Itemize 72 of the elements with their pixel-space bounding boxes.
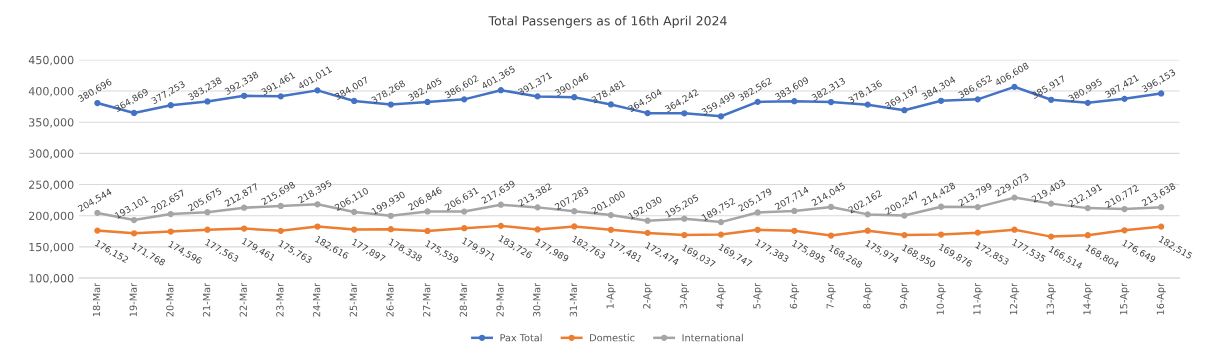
point <box>351 226 358 233</box>
x-tick-label: 6-Apr <box>789 282 800 309</box>
point <box>277 227 284 234</box>
x-tick-label: 27-Mar <box>422 282 431 317</box>
x-tick-label: 9-Apr <box>899 282 910 309</box>
x-tick-label: 11-Apr <box>973 282 983 315</box>
x-tick-label: 2-Apr <box>643 282 653 309</box>
y-tick-label: 200,000 <box>29 211 74 222</box>
legend-label: International <box>682 333 743 342</box>
point <box>974 229 981 236</box>
x-tick-label: 25-Mar <box>349 282 357 317</box>
point <box>240 225 248 232</box>
x-tick-label: 12-Apr <box>1009 282 1020 315</box>
point <box>1011 226 1018 233</box>
y-tick-label: 300,000 <box>29 149 74 159</box>
point <box>644 229 651 237</box>
legend-label: Domestic <box>590 333 635 342</box>
point <box>681 231 688 239</box>
legend-label: Pax Total <box>500 333 542 342</box>
point <box>791 227 798 234</box>
y-tick-label: 350,000 <box>29 118 74 128</box>
y-tick-label: 250,000 <box>29 180 74 191</box>
x-tick-label: 18-Mar <box>92 282 101 317</box>
x-tick-label: 21-Mar <box>202 282 211 317</box>
x-tick-label: 5-Apr <box>753 282 763 309</box>
point <box>1084 232 1091 239</box>
x-tick-label: 30-Mar <box>533 282 541 317</box>
point <box>387 226 394 233</box>
point <box>571 223 578 230</box>
point <box>167 228 174 235</box>
x-tick-label: 20-Mar <box>166 282 174 317</box>
point <box>864 227 871 234</box>
point <box>901 231 908 239</box>
point <box>717 231 725 238</box>
x-tick-label: 7-Apr <box>826 282 836 309</box>
point <box>534 226 541 233</box>
x-tick-label: 14-Apr <box>1083 282 1093 315</box>
point <box>827 232 835 239</box>
point <box>497 222 505 229</box>
x-tick-label: 16-Apr <box>1156 282 1166 315</box>
point <box>94 227 101 234</box>
x-tick-label: 22-Mar <box>239 282 247 317</box>
x-tick-label: 23-Mar <box>276 282 284 317</box>
x-tick-label: 3-Apr <box>679 282 690 309</box>
point <box>314 223 321 230</box>
x-tick-label: 15-Apr <box>1120 282 1130 315</box>
y-tick-label: 450,000 <box>28 55 74 66</box>
y-tick-label: 100,000 <box>29 274 74 284</box>
x-tick-label: 31-Mar <box>569 282 578 317</box>
x-tick-label: 4-Apr <box>716 282 726 309</box>
x-tick-label: 29-Mar <box>496 282 504 317</box>
chart-title: Total Passengers as of 16th April 2024 <box>488 15 727 28</box>
point <box>937 231 945 238</box>
x-tick-label: 28-Mar <box>459 282 468 317</box>
y-tick-label: 150,000 <box>29 242 74 253</box>
point <box>607 226 615 233</box>
x-tick-label: 19-Mar <box>129 282 137 317</box>
point <box>424 227 431 235</box>
point <box>130 230 138 237</box>
x-tick-label: 24-Mar <box>312 282 321 317</box>
point <box>1158 223 1165 230</box>
point <box>1121 227 1128 234</box>
point <box>754 226 761 233</box>
y-tick-label: 400,000 <box>28 86 74 97</box>
point <box>461 225 468 232</box>
x-tick-label: 26-Mar <box>386 282 394 317</box>
x-tick-label: 8-Apr <box>863 282 873 309</box>
x-tick-label: 1-Apr <box>606 282 616 309</box>
x-tick-label: 13-Apr <box>1046 282 1056 315</box>
x-tick-label: 10-Apr <box>936 282 946 315</box>
point <box>1048 233 1055 240</box>
point <box>204 226 211 233</box>
